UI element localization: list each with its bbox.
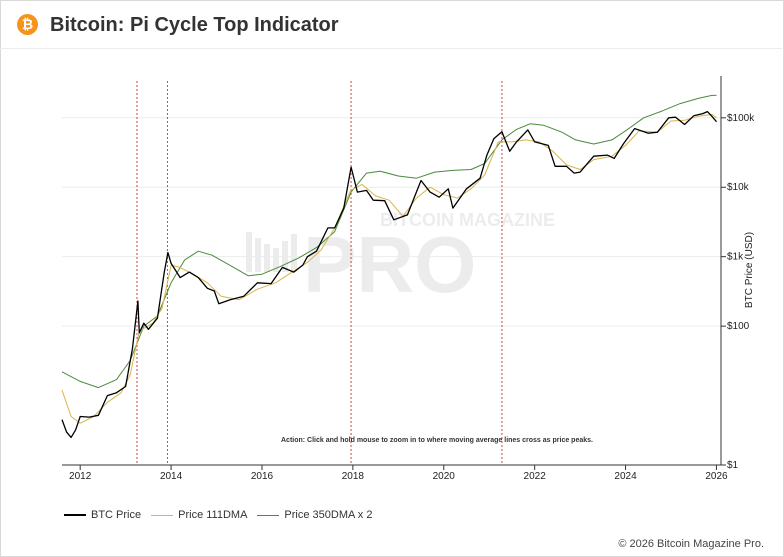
legend-swatch-btc-price [64,514,86,516]
y-tick-label: $100k [727,113,755,124]
page-title: Bitcoin: Pi Cycle Top Indicator [50,14,339,36]
dma111-line [61,113,717,424]
watermark-bars-icon [246,232,297,272]
legend-swatch-350dma-x2 [257,514,280,516]
watermark-top-text: BITCOIN MAGAZINE [380,210,555,230]
watermark-main-text: PRO [303,220,476,309]
x-tick-label: 2018 [342,471,365,482]
zoom-hint-text: Action: Click and hold mouse to zoom in … [281,437,593,444]
grid [62,117,721,327]
legend-label-350dma-x2: Price 350DMA x 2 [284,509,373,521]
x-tick-label: 2012 [69,471,92,482]
x-tick-label: 2026 [705,471,728,482]
bitcoin-logo-icon: ₿ [17,14,38,35]
x-tick-label: 2014 [160,471,183,482]
y-tick-label: $1 [727,460,739,471]
copyright-text: © 2026 Bitcoin Magazine Pro. [618,538,764,550]
x-tick-label: 2024 [614,471,637,482]
dma350x2-line [61,94,717,389]
page-header: ₿ Bitcoin: Pi Cycle Top Indicator [0,0,782,49]
legend-swatch-111dma [151,514,174,516]
x-tick-label: 2016 [251,471,274,482]
y-tick-label: $1k [727,252,744,263]
legend-label-btc-price: BTC Price [91,509,142,521]
legend-label-111dma: Price 111DMA [178,509,248,521]
btc-price-line [61,110,717,439]
y-tick-label: $100 [727,321,750,332]
legend-item-btc-price[interactable]: BTC Price [64,509,141,521]
pi-cycle-top-markers [136,81,503,465]
y-tick-label: $10k [727,182,750,193]
series-lines [61,94,717,439]
watermark: BITCOIN MAGAZINE PRO [246,210,555,309]
legend-item-111dma[interactable]: Price 111DMA [151,509,247,521]
pi-cycle-chart[interactable]: BITCOIN MAGAZINE PRO 2012 2014 2016 2018 202… [0,48,784,508]
x-tick-label: 2022 [524,471,547,482]
legend-item-350dma-x2[interactable]: Price 350DMA x 2 [257,509,372,521]
legend: BTC Price Price 111DMA Price 350DMA x 2 [64,509,382,521]
y-axis-label: BTC Price (USD) [744,232,755,308]
x-tick-label: 2020 [433,471,456,482]
y-axis: $1 $100 $1k $10k $100k [721,113,755,471]
x-axis: 2012 2014 2016 2018 2020 2022 2024 2026 [69,465,728,482]
